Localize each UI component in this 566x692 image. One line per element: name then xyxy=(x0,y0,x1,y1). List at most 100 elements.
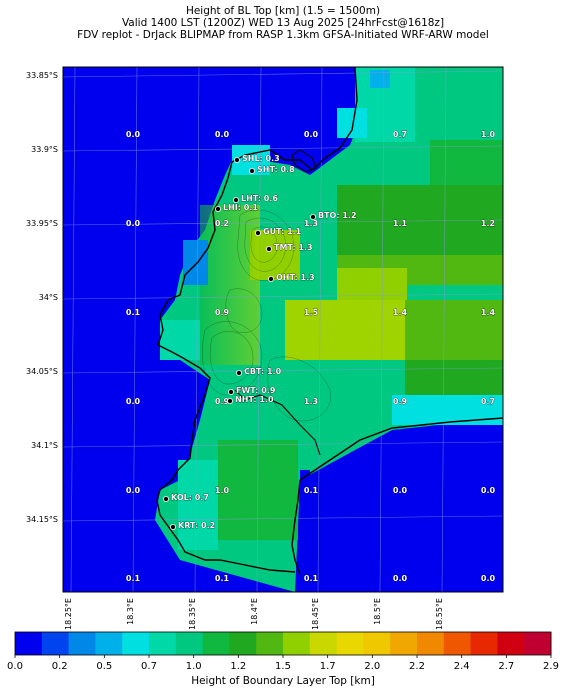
map-title-line-1: Height of BL Top [km] (1.5 = 1500m) xyxy=(185,5,381,17)
site-label: FWT: 0.9 xyxy=(236,386,276,395)
colorbar-segment xyxy=(175,632,204,655)
colorbar: 0.0 0.2 0.5 0.7 1.0 1.2 1.5 1.7 2.0 2.2 2.4 2.7 2.9 xyxy=(7,631,559,672)
cell-patch xyxy=(405,360,503,395)
site-dot xyxy=(227,388,234,395)
site-label: CBT: 1.0 xyxy=(244,367,282,376)
longitude-label: 18.25°E xyxy=(64,598,73,630)
site-dot xyxy=(254,229,261,236)
grid-value: 1.3 xyxy=(304,397,318,406)
grid-value: 1.0 xyxy=(215,486,230,495)
colorbar-tick-label: 1.2 xyxy=(230,661,246,672)
latitude-labels: 33.85°S 33.9°S 33.95°S 34°S 34.05°S 34.1°S 34.… xyxy=(26,71,58,524)
cell-patch xyxy=(183,240,208,285)
colorbar-tick-label: 2.9 xyxy=(543,661,559,672)
colorbar-segment xyxy=(363,632,391,655)
colorbar-tick-label: 1.7 xyxy=(320,661,336,672)
longitude-label: 18.3°E xyxy=(126,598,135,625)
cell-patch xyxy=(285,300,405,360)
colorbar-tick-label: 0.5 xyxy=(96,661,112,672)
grid-value: 1.3 xyxy=(304,219,318,228)
colorbar-segment xyxy=(202,632,230,655)
grid-value: 1.4 xyxy=(393,308,408,317)
site-dot xyxy=(267,275,274,282)
site-dot xyxy=(214,205,221,212)
latitude-label: 33.85°S xyxy=(26,71,58,80)
map-title-line-3: FDV replot - DrJack BLIPMAP from RASP 1.… xyxy=(77,29,489,41)
colorbar-segment xyxy=(41,632,70,655)
latitude-label: 33.95°S xyxy=(26,219,58,228)
colorbar-segment xyxy=(309,632,338,655)
latitude-label: 34.1°S xyxy=(31,441,58,450)
site-label: OHT: 1.3 xyxy=(276,273,315,282)
site-label: GUT: 1.1 xyxy=(263,227,302,236)
site-dot xyxy=(226,397,233,404)
map-title-line-2: Valid 1400 LST (1200Z) WED 13 Aug 2025 [… xyxy=(121,17,445,29)
site-label: KRT: 0.2 xyxy=(178,521,215,530)
cell-patch xyxy=(337,108,367,138)
site-dot xyxy=(265,245,272,252)
grid-value: 0.0 xyxy=(126,130,141,139)
colorbar-tick-label: 1.0 xyxy=(186,661,202,672)
colorbar-tick-label: 2.7 xyxy=(498,661,514,672)
colorbar-segment xyxy=(95,632,123,655)
site-dot xyxy=(232,196,239,203)
grid-value: 0.0 xyxy=(215,130,230,139)
grid-value: 0.0 xyxy=(393,574,408,583)
colorbar-segment xyxy=(283,632,311,655)
grid-value: 0.1 xyxy=(126,308,141,317)
coastline-false-bay-west xyxy=(291,479,301,576)
colorbar-segment xyxy=(256,632,284,655)
colorbar-segment xyxy=(149,632,177,655)
colorbar-tick-label: 2.2 xyxy=(409,661,425,672)
bay-shoreline xyxy=(234,389,321,456)
latitude-label: 34.05°S xyxy=(26,367,58,376)
grid-value: 0.0 xyxy=(126,219,141,228)
site-label: NHT: 1.0 xyxy=(235,395,274,404)
latitude-label: 34°S xyxy=(39,293,58,302)
site-label: SHT: 0.8 xyxy=(257,165,295,174)
cell-patch xyxy=(337,185,503,255)
grid-value: 0.1 xyxy=(304,574,319,583)
grid-value: 0.9 xyxy=(215,308,230,317)
grid-value: 1.0 xyxy=(481,130,496,139)
grid-value: 0.0 xyxy=(126,486,141,495)
colorbar-segment xyxy=(122,632,150,655)
grid-value: 0.0 xyxy=(481,486,496,495)
map-frame xyxy=(62,66,504,593)
site-dot xyxy=(309,213,316,220)
grid-value: 1.1 xyxy=(393,219,408,228)
site-label: TMT: 1.3 xyxy=(274,243,313,252)
site-dot xyxy=(248,167,255,174)
graticule xyxy=(63,67,503,592)
grid-value: 0.7 xyxy=(393,130,407,139)
grid-value: 0.1 xyxy=(304,486,319,495)
colorbar-segment xyxy=(336,632,364,655)
colorbar-segment xyxy=(497,632,525,655)
cell-patch xyxy=(300,470,310,592)
colorbar-segment xyxy=(390,632,418,655)
longitude-label: 18.35°E xyxy=(188,598,197,630)
longitude-label: 18.45°E xyxy=(311,598,320,630)
site-dot xyxy=(233,156,240,163)
site-dot xyxy=(235,369,242,376)
colorbar-tick-label: 1.5 xyxy=(275,661,291,672)
colorbar-segment xyxy=(524,632,552,655)
latitude-label: 34.15°S xyxy=(26,515,58,524)
ridge-shade xyxy=(200,205,260,365)
site-label: KOL: 0.7 xyxy=(171,493,209,502)
cell-patch xyxy=(178,460,218,550)
grid-value: 0.1 xyxy=(215,574,230,583)
site-label: LHT: 0.6 xyxy=(241,194,278,203)
colorbar-tick-label: 2.0 xyxy=(364,661,380,672)
site-label: BTO: 1.2 xyxy=(318,211,357,220)
coastline-east xyxy=(299,417,503,481)
colorbar-tick-label: 0.7 xyxy=(141,661,157,672)
colorbar-segment xyxy=(15,632,43,655)
longitude-label: 18.55°E xyxy=(435,598,444,630)
site-dot xyxy=(169,524,176,531)
longitude-label: 18.5°E xyxy=(373,598,382,625)
grid-value: 0.0 xyxy=(126,397,141,406)
grid-value: 0.0 xyxy=(304,130,319,139)
grid-value: 0.2 xyxy=(215,219,229,228)
